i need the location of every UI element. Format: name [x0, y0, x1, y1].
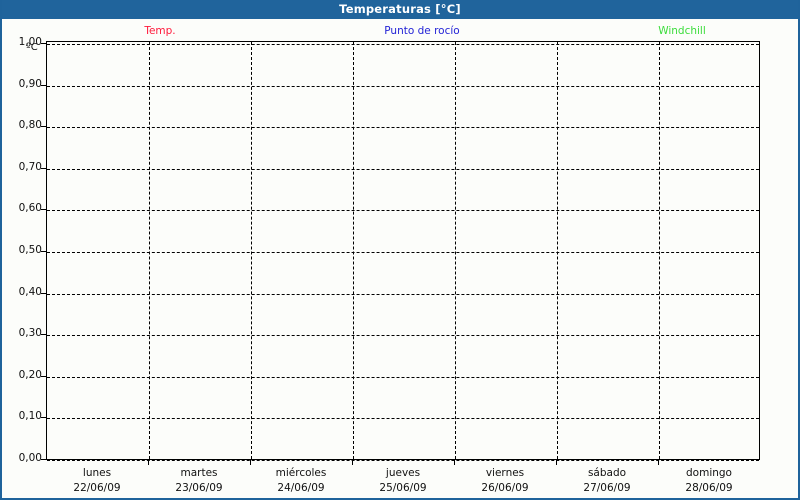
- x-axis-tick-label: lunes 22/06/09: [46, 466, 148, 496]
- y-axis-tick: [41, 375, 46, 377]
- plot-area: [46, 41, 760, 461]
- x-axis-tick-label-day: miércoles: [275, 467, 327, 479]
- x-axis-tick-label-date: 24/06/09: [277, 482, 325, 494]
- x-axis-tick-label-day: domingo: [686, 467, 732, 479]
- x-axis-tick-label-date: 26/06/09: [481, 482, 529, 494]
- x-axis-tick-label-date: 27/06/09: [583, 482, 631, 494]
- y-axis-tick-label: 0,20: [18, 368, 42, 381]
- x-axis-tick-label: sábado 27/06/09: [556, 466, 658, 496]
- y-axis-tick: [41, 208, 46, 210]
- y-axis-tick: [41, 84, 46, 86]
- plot-wrapper: [41, 41, 760, 465]
- y-axis-tick: [41, 167, 46, 169]
- y-axis-tick: [41, 416, 46, 418]
- x-axis-tick-label: viernes 26/06/09: [454, 466, 556, 496]
- y-axis-tick: [41, 42, 46, 44]
- legend-item-dewpoint: Punto de rocío: [384, 25, 460, 37]
- gridline-horizontal: [47, 85, 759, 87]
- y-axis-tick-label: 0,40: [18, 285, 42, 298]
- legend-item-temp: Temp.: [144, 25, 176, 37]
- y-axis-tick-label: 0,10: [18, 409, 42, 422]
- gridline-horizontal: [47, 126, 759, 128]
- x-axis-tick-label-day: sábado: [587, 467, 627, 479]
- window-title-bar: Temperaturas [°C]: [2, 0, 798, 19]
- y-axis-tick-label: 0,80: [18, 118, 42, 131]
- y-axis-tick: [41, 125, 46, 127]
- gridline-vertical: [251, 42, 252, 459]
- y-axis-tick: [41, 458, 46, 460]
- x-axis-tick-label: domingo 28/06/09: [658, 466, 760, 496]
- y-axis-tick-label: 0,90: [18, 77, 42, 90]
- y-axis-tick: [41, 333, 46, 335]
- chart-legend: Temp. Punto de rocío Windchill: [2, 24, 798, 38]
- gridline-horizontal: [47, 251, 759, 253]
- y-axis-tick-label: 1,00: [18, 35, 42, 48]
- y-axis-tick-labels: 1,00 0,90 0,80 0,70 0,60 0,50 0,40 0,30 0,20 0,10…: [2, 36, 42, 463]
- x-axis-tick-label-day: lunes: [82, 467, 112, 479]
- x-axis-tick: [658, 460, 659, 465]
- x-axis-tick-label-date: 22/06/09: [73, 482, 121, 494]
- gridline-vertical: [149, 42, 150, 459]
- x-axis-tick: [556, 460, 557, 465]
- gridline-horizontal: [47, 293, 759, 295]
- gridline-horizontal: [47, 417, 759, 419]
- y-axis-tick-label: 0,00: [18, 451, 42, 464]
- x-axis-tick-label: martes 23/06/09: [148, 466, 250, 496]
- x-axis-tick-label-day: viernes: [485, 467, 525, 479]
- x-axis-tick-label-date: 23/06/09: [175, 482, 223, 494]
- y-axis-tick-label: 0,30: [18, 326, 42, 339]
- y-axis-tick-label: 0,50: [18, 243, 42, 256]
- gridline-horizontal: [47, 459, 759, 461]
- y-axis-tick: [41, 250, 46, 252]
- gridline-horizontal: [47, 168, 759, 170]
- x-axis-tick-label-day: martes: [180, 467, 218, 479]
- gridline-vertical: [353, 42, 354, 459]
- gridline-vertical: [659, 42, 660, 459]
- y-axis-unit-label: ºC: [26, 42, 38, 53]
- gridline-horizontal: [47, 334, 759, 336]
- x-axis-tick-label-date: 25/06/09: [379, 482, 427, 494]
- gridline-horizontal: [47, 43, 759, 45]
- x-axis-tick-label: jueves 25/06/09: [352, 466, 454, 496]
- gridline-vertical: [455, 42, 456, 459]
- gridline-horizontal: [47, 209, 759, 211]
- x-axis-tick: [148, 460, 149, 465]
- x-axis-tick: [454, 460, 455, 465]
- gridline-vertical: [557, 42, 558, 459]
- x-axis-tick-label-date: 28/06/09: [685, 482, 733, 494]
- y-axis-tick: [41, 292, 46, 294]
- x-axis-tick: [352, 460, 353, 465]
- x-axis-tick-label-day: jueves: [385, 467, 421, 479]
- gridline-horizontal: [47, 376, 759, 378]
- y-axis-tick-label: 0,60: [18, 201, 42, 214]
- y-axis-tick-label: 0,70: [18, 160, 42, 173]
- x-axis-tick: [250, 460, 251, 465]
- legend-item-windchill: Windchill: [658, 25, 706, 37]
- page-title: Temperaturas [°C]: [339, 2, 461, 16]
- x-axis-tick-labels: lunes 22/06/09 martes 23/06/09 miércoles 24/0…: [46, 466, 760, 498]
- x-axis-tick-label: miércoles 24/06/09: [250, 466, 352, 496]
